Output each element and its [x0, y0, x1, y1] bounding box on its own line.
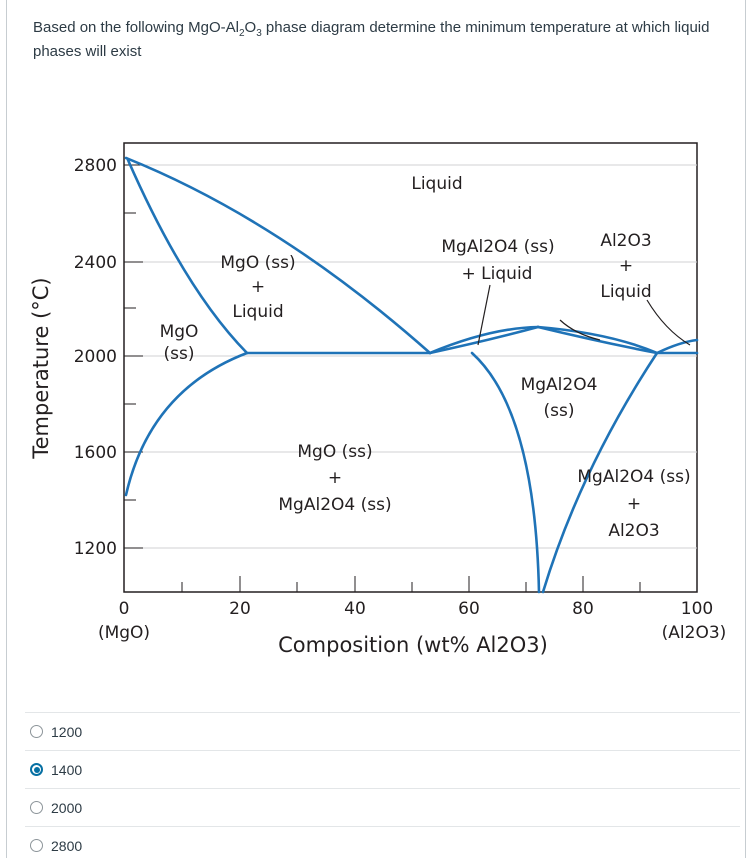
liquidus-alumina	[655, 338, 699, 355]
solvus-spinel-left	[470, 351, 541, 594]
region-label-mgo-liquid: Liquid	[232, 302, 283, 322]
region-label-spinel-liquid: MgAl2O4 (ss)	[441, 237, 554, 257]
answer-option-1200[interactable]: 1200	[25, 712, 740, 750]
solvus-spinel-right	[541, 351, 659, 594]
region-label-spinel-alumina: Al2O3	[608, 521, 659, 541]
question-card: Based on the following MgO-Al2O3 phase d…	[6, 0, 746, 858]
leader-line-spinel-liquid	[477, 284, 491, 346]
plot-frame	[123, 142, 698, 593]
solidus-spinel-right	[536, 325, 659, 355]
y-tick-label: 1200	[74, 539, 117, 559]
region-label-mgo-ss: (ss)	[164, 344, 195, 364]
region-label-alumina-liquid: +	[619, 256, 633, 276]
liquidus-left	[124, 156, 432, 355]
radio-button[interactable]	[30, 725, 43, 738]
x-tick-label: 0	[119, 599, 130, 619]
answer-option-2000[interactable]: 2000	[25, 788, 740, 826]
region-label-alumina-liquid: Liquid	[600, 282, 651, 302]
x-tick-label: 80	[572, 599, 594, 619]
answer-label: 1200	[51, 723, 83, 740]
region-label-mgo-liquid: MgO (ss)	[220, 253, 295, 273]
region-label-spinel-liquid: + Liquid	[462, 264, 533, 284]
region-label-spinel-alumina: +	[627, 494, 641, 514]
radio-button[interactable]	[30, 839, 43, 852]
region-label-mgo-spinel: MgO (ss)	[297, 442, 372, 462]
leader-line-alumina-liquid	[646, 299, 691, 346]
leader-line-spinel-peak	[559, 319, 601, 341]
answer-label: 1400	[51, 761, 83, 778]
question-text: Based on the following MgO-Al2O3 phase d…	[33, 19, 710, 60]
region-label-alumina-liquid: Al2O3	[600, 231, 651, 251]
answer-label: 2000	[51, 799, 83, 816]
y-axis-label: Temperature (°C)	[29, 277, 53, 459]
region-label-mgo-ss: MgO	[160, 322, 199, 342]
y-tick-label: 2000	[74, 347, 117, 367]
solidus-mgo	[126, 158, 249, 355]
x-end-label-left: (MgO)	[98, 623, 150, 643]
region-label-mgo-spinel: MgAl2O4 (ss)	[278, 495, 391, 515]
region-label-spinel-alumina: MgAl2O4 (ss)	[577, 467, 690, 487]
region-label-spinel-ss: MgAl2O4	[521, 375, 598, 395]
liquidus-spinel-right	[536, 325, 659, 355]
solidus-spinel-left	[428, 325, 540, 355]
answer-option-1400[interactable]: 1400	[25, 750, 740, 788]
region-label-liquid: Liquid	[411, 174, 462, 194]
radio-button-selected[interactable]	[30, 763, 43, 776]
answer-list: 1200 1400 2000 2800	[25, 712, 740, 864]
liquidus-spinel-left	[428, 325, 540, 355]
answer-label: 2800	[51, 837, 83, 854]
region-label-mgo-liquid: +	[251, 277, 265, 297]
x-tick-label: 20	[229, 599, 251, 619]
x-tick-label: 100	[681, 599, 713, 619]
region-label-mgo-spinel: +	[328, 468, 342, 488]
answer-option-2800[interactable]: 2800	[25, 826, 740, 864]
x-tick-label: 60	[458, 599, 480, 619]
solvus-mgo	[124, 351, 249, 497]
radio-button[interactable]	[30, 801, 43, 814]
x-axis-label: Composition (wt% Al2O3)	[278, 633, 548, 657]
x-tick-label: 40	[344, 599, 366, 619]
y-tick-label: 1600	[74, 443, 117, 463]
y-tick-label: 2800	[74, 156, 117, 176]
phase-diagram: 2800 2400 2000 1600 1200 Temperature (°C…	[29, 142, 727, 657]
region-label-spinel-ss: (ss)	[544, 401, 575, 421]
x-end-label-right: (Al2O3)	[662, 623, 727, 643]
y-tick-label: 2400	[74, 253, 117, 273]
